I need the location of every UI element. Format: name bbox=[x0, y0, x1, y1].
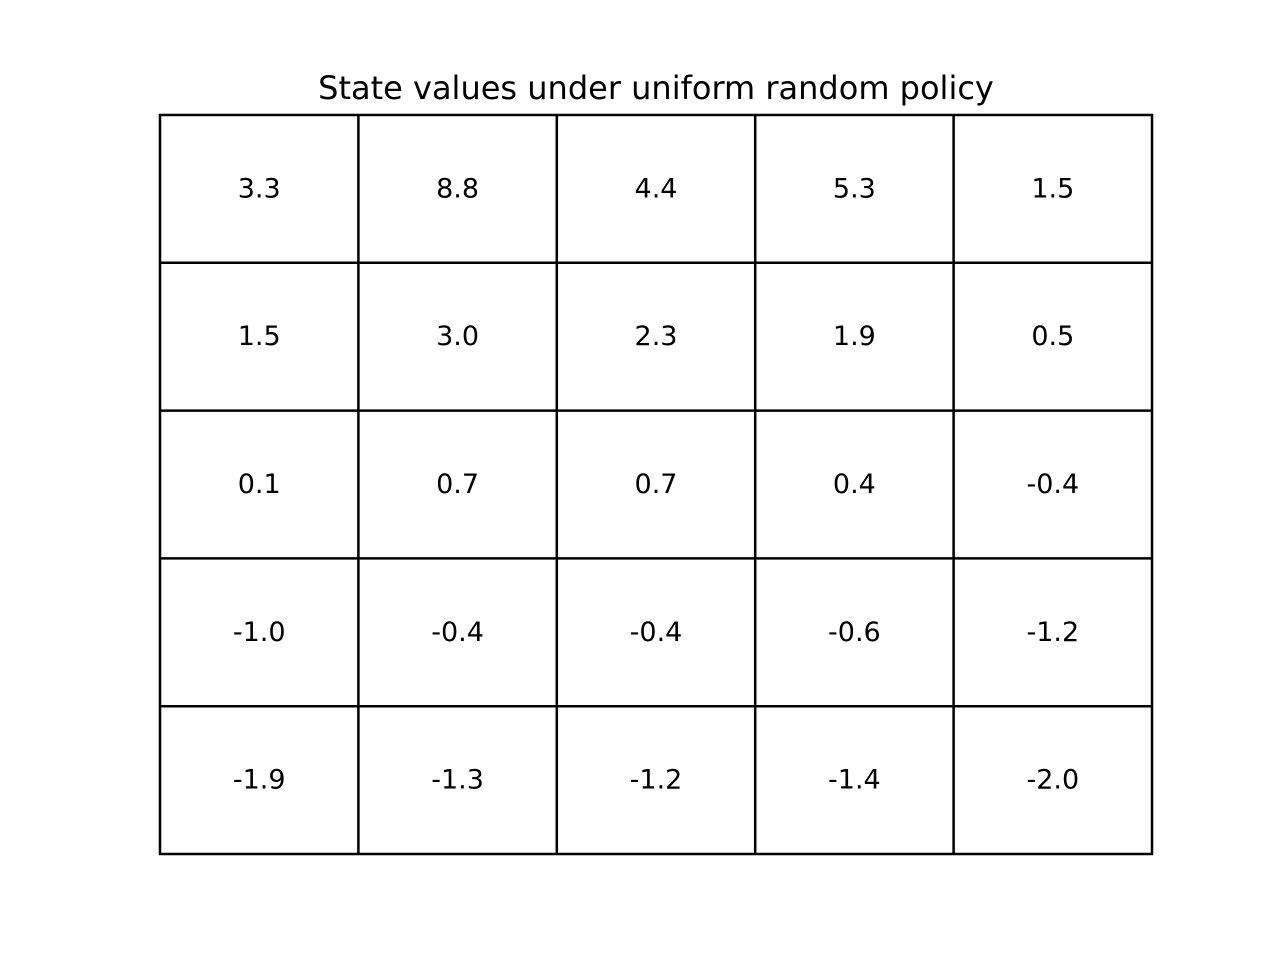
cell-value-r2-c0: 0.1 bbox=[238, 469, 281, 500]
cell-value-r3-c1: -0.4 bbox=[431, 617, 484, 648]
cell-value-r1-c1: 3.0 bbox=[436, 321, 479, 352]
cell-value-r0-c2: 4.4 bbox=[635, 173, 678, 204]
cell-value-r1-c2: 2.3 bbox=[635, 321, 678, 352]
cell-value-r4-c4: -2.0 bbox=[1026, 765, 1079, 796]
chart-title: State values under uniform random policy bbox=[318, 69, 994, 107]
cell-value-r2-c2: 0.7 bbox=[635, 469, 678, 500]
cell-value-r0-c3: 5.3 bbox=[833, 173, 876, 204]
cell-value-r2-c3: 0.4 bbox=[833, 469, 876, 500]
cell-value-r1-c3: 1.9 bbox=[833, 321, 876, 352]
cell-value-r4-c2: -1.2 bbox=[630, 765, 683, 796]
cell-value-r3-c3: -0.6 bbox=[828, 617, 881, 648]
cell-labels: 3.3 8.8 4.4 5.3 1.5 1.5 3.0 2.3 1.9 0.5 0.1 0.7 0.7 0… bbox=[233, 173, 1079, 795]
cell-value-r3-c2: -0.4 bbox=[630, 617, 683, 648]
cell-value-r2-c1: 0.7 bbox=[436, 469, 479, 500]
cell-value-r0-c1: 8.8 bbox=[436, 173, 479, 204]
cell-value-r4-c0: -1.9 bbox=[233, 765, 286, 796]
grid-lines bbox=[158, 113, 1154, 856]
cell-value-r4-c3: -1.4 bbox=[828, 765, 881, 796]
table-border bbox=[158, 113, 1154, 856]
cell-value-r0-c0: 3.3 bbox=[238, 173, 281, 204]
cell-value-r0-c4: 1.5 bbox=[1031, 173, 1074, 204]
cell-value-r1-c0: 1.5 bbox=[238, 321, 281, 352]
cell-value-r2-c4: -0.4 bbox=[1026, 469, 1079, 500]
cell-value-r1-c4: 0.5 bbox=[1031, 321, 1074, 352]
cell-value-r3-c0: -1.0 bbox=[233, 617, 286, 648]
cell-value-r3-c4: -1.2 bbox=[1026, 617, 1079, 648]
cell-value-r4-c1: -1.3 bbox=[431, 765, 484, 796]
